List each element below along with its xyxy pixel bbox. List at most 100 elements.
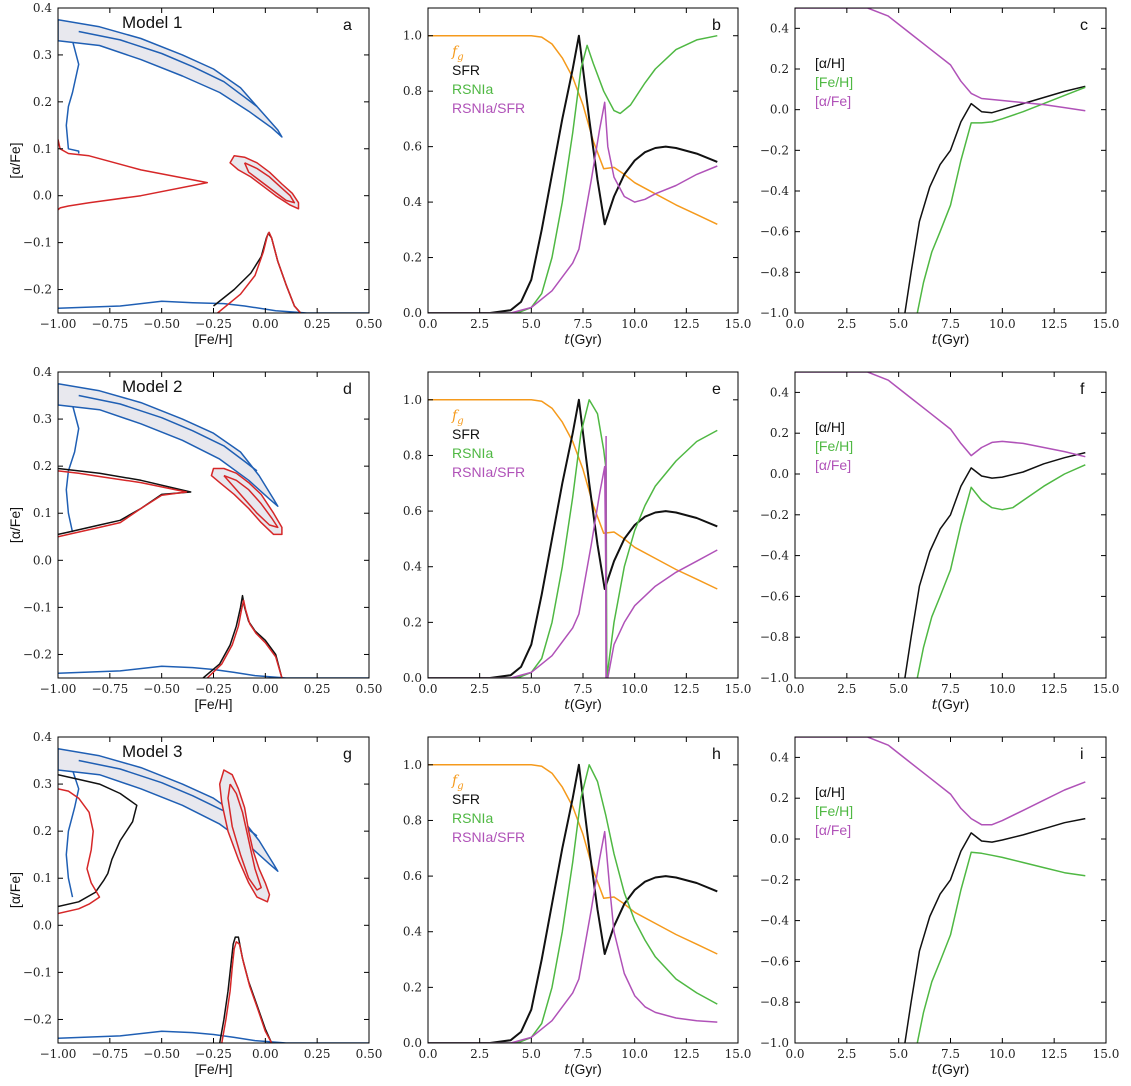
y-tick-label: −1.0 [760,306,789,320]
x-tick-label: 12.5 [1041,1047,1068,1061]
y-tick-label: −0.2 [23,647,52,661]
y-tick-label: −0.1 [23,236,52,250]
x-tick-label: 0.0 [785,682,804,696]
x-tick-label: 2.5 [470,317,489,331]
series-line-h [904,451,1086,678]
legend-entry: SFR [452,62,480,78]
legend: [α/H] [Fe/H] [α/Fe] [815,784,853,838]
y-tick-label: 0.4 [770,750,789,764]
y-tick-label: 0.3 [33,412,52,426]
series-line-contour-1 [58,139,209,211]
legend-entry: RSNIa [452,81,493,97]
y-axis-label: [α/Fe] [7,142,23,178]
legend-entry: [α/Fe] [815,457,851,473]
series-line-contour-1 [58,773,138,908]
x-tick-label: −1.00 [40,317,77,331]
legend-entry: [α/H] [815,419,845,435]
axes-frame [794,371,1107,679]
model-title: Model 2 [122,377,182,396]
y-tick-label: −0.2 [23,1012,52,1026]
series-line-contour-5 [206,599,283,678]
x-tick-label: 0.50 [356,317,383,331]
series-line-contour-7 [78,394,258,472]
x-tick-label: 7.5 [941,682,960,696]
axes-frame [794,7,1107,314]
panel-g: −1.00 −0.75 −0.50 −0.25 0.00 0.25 0.50 −0.2 −0.1… [7,730,382,1077]
y-tick-label: 0.8 [403,813,422,827]
legend-entry: [Fe/H] [815,803,853,819]
series-line-rsnia [428,399,718,678]
y-tick-label: −0.4 [760,184,790,198]
y-tick-label: 0.1 [33,871,52,885]
x-tick-label: 12.5 [673,682,700,696]
y-tick-label: 0.4 [403,560,422,574]
legend-entry: RSNIa/SFR [452,100,525,116]
y-tick-label: 0.6 [403,504,422,518]
x-tick-label: 2.5 [837,317,856,331]
x-tick-label: 7.5 [573,682,592,696]
legend: [α/H] [Fe/H] [α/Fe] [815,419,853,473]
series-line-contour-5 [58,18,283,138]
series-line-h [904,85,1086,313]
y-tick-label: −0.8 [760,265,789,279]
x-tick-label: 0.50 [356,1047,383,1061]
y-tick-label: 0.0 [33,189,52,203]
y-tick-label: 0.4 [33,365,52,379]
series-line-contour-3 [58,1030,369,1043]
panel-letter: e [712,381,721,398]
y-tick-label: 0.8 [403,84,422,98]
y-tick-label: 0.0 [770,467,789,481]
legend-entry: [Fe/H] [815,438,853,454]
series-line-contour-3 [213,232,302,313]
panel-letter: g [343,746,352,763]
y-tick-label: −0.4 [760,914,790,928]
x-tick-label: −0.25 [195,1047,232,1061]
y-tick-label: 0.2 [33,459,52,473]
y-tick-label: 0.8 [403,448,422,462]
y-tick-label: 0.2 [33,824,52,838]
series-group [795,737,1086,1043]
y-tick-label: 0.3 [33,48,52,62]
x-axis-label: t(Gyr) [932,696,970,713]
x-tick-label: 2.5 [837,682,856,696]
x-axis-label: t(Gyr) [564,696,602,713]
series-group [795,372,1086,678]
series-line-sfr [428,34,718,313]
y-tick-label: −0.2 [23,283,52,297]
y-tick-label: −0.2 [760,143,789,157]
panel-a: −1.00 −0.75 −0.50 −0.25 0.00 0.25 0.50 −0.2 −0.1… [7,1,382,347]
y-tick-label: 0.0 [33,918,52,932]
y-tick-label: 0.2 [770,426,789,440]
x-tick-label: 0.25 [304,682,331,696]
legend-entry: [Fe/H] [815,74,853,90]
x-tick-label: 15.0 [1093,1047,1120,1061]
panel-letter: d [343,381,352,398]
y-tick-label: −1.0 [760,671,789,685]
panel-letter: a [343,17,352,34]
y-tick-label: 0.2 [770,62,789,76]
series-line-contour-4 [217,231,302,313]
series-line-fe-h [916,464,1086,678]
panel-c: 0.0 2.5 5.0 7.5 10.0 12.5 15.0 −1.0 −0.8 −0.6 −0.4… [760,7,1119,348]
series-line-fe-h [916,851,1086,1043]
series-line-sfr [428,763,718,1043]
axes-frame [427,371,739,679]
series-group [428,398,718,678]
series-line-fg [428,399,718,590]
x-tick-label: 10.0 [621,317,648,331]
y-tick-label: 0.2 [403,615,422,629]
series-group [58,18,369,313]
y-tick-label: −0.2 [760,508,789,522]
x-tick-label: −0.50 [143,682,180,696]
legend-entry: fg [451,44,464,63]
y-tick-label: 1.0 [403,758,422,772]
y-tick-label: 0.0 [403,671,422,685]
y-tick-label: 0.3 [33,777,52,791]
axes-frame [427,736,739,1044]
series-line-contour-2 [58,470,188,538]
legend: [α/H] [Fe/H] [α/Fe] [815,55,853,109]
model-title: Model 3 [122,742,182,761]
y-tick-label: 0.4 [33,730,52,744]
x-tick-label: −1.00 [40,1047,77,1061]
x-tick-label: 0.0 [785,1047,804,1061]
